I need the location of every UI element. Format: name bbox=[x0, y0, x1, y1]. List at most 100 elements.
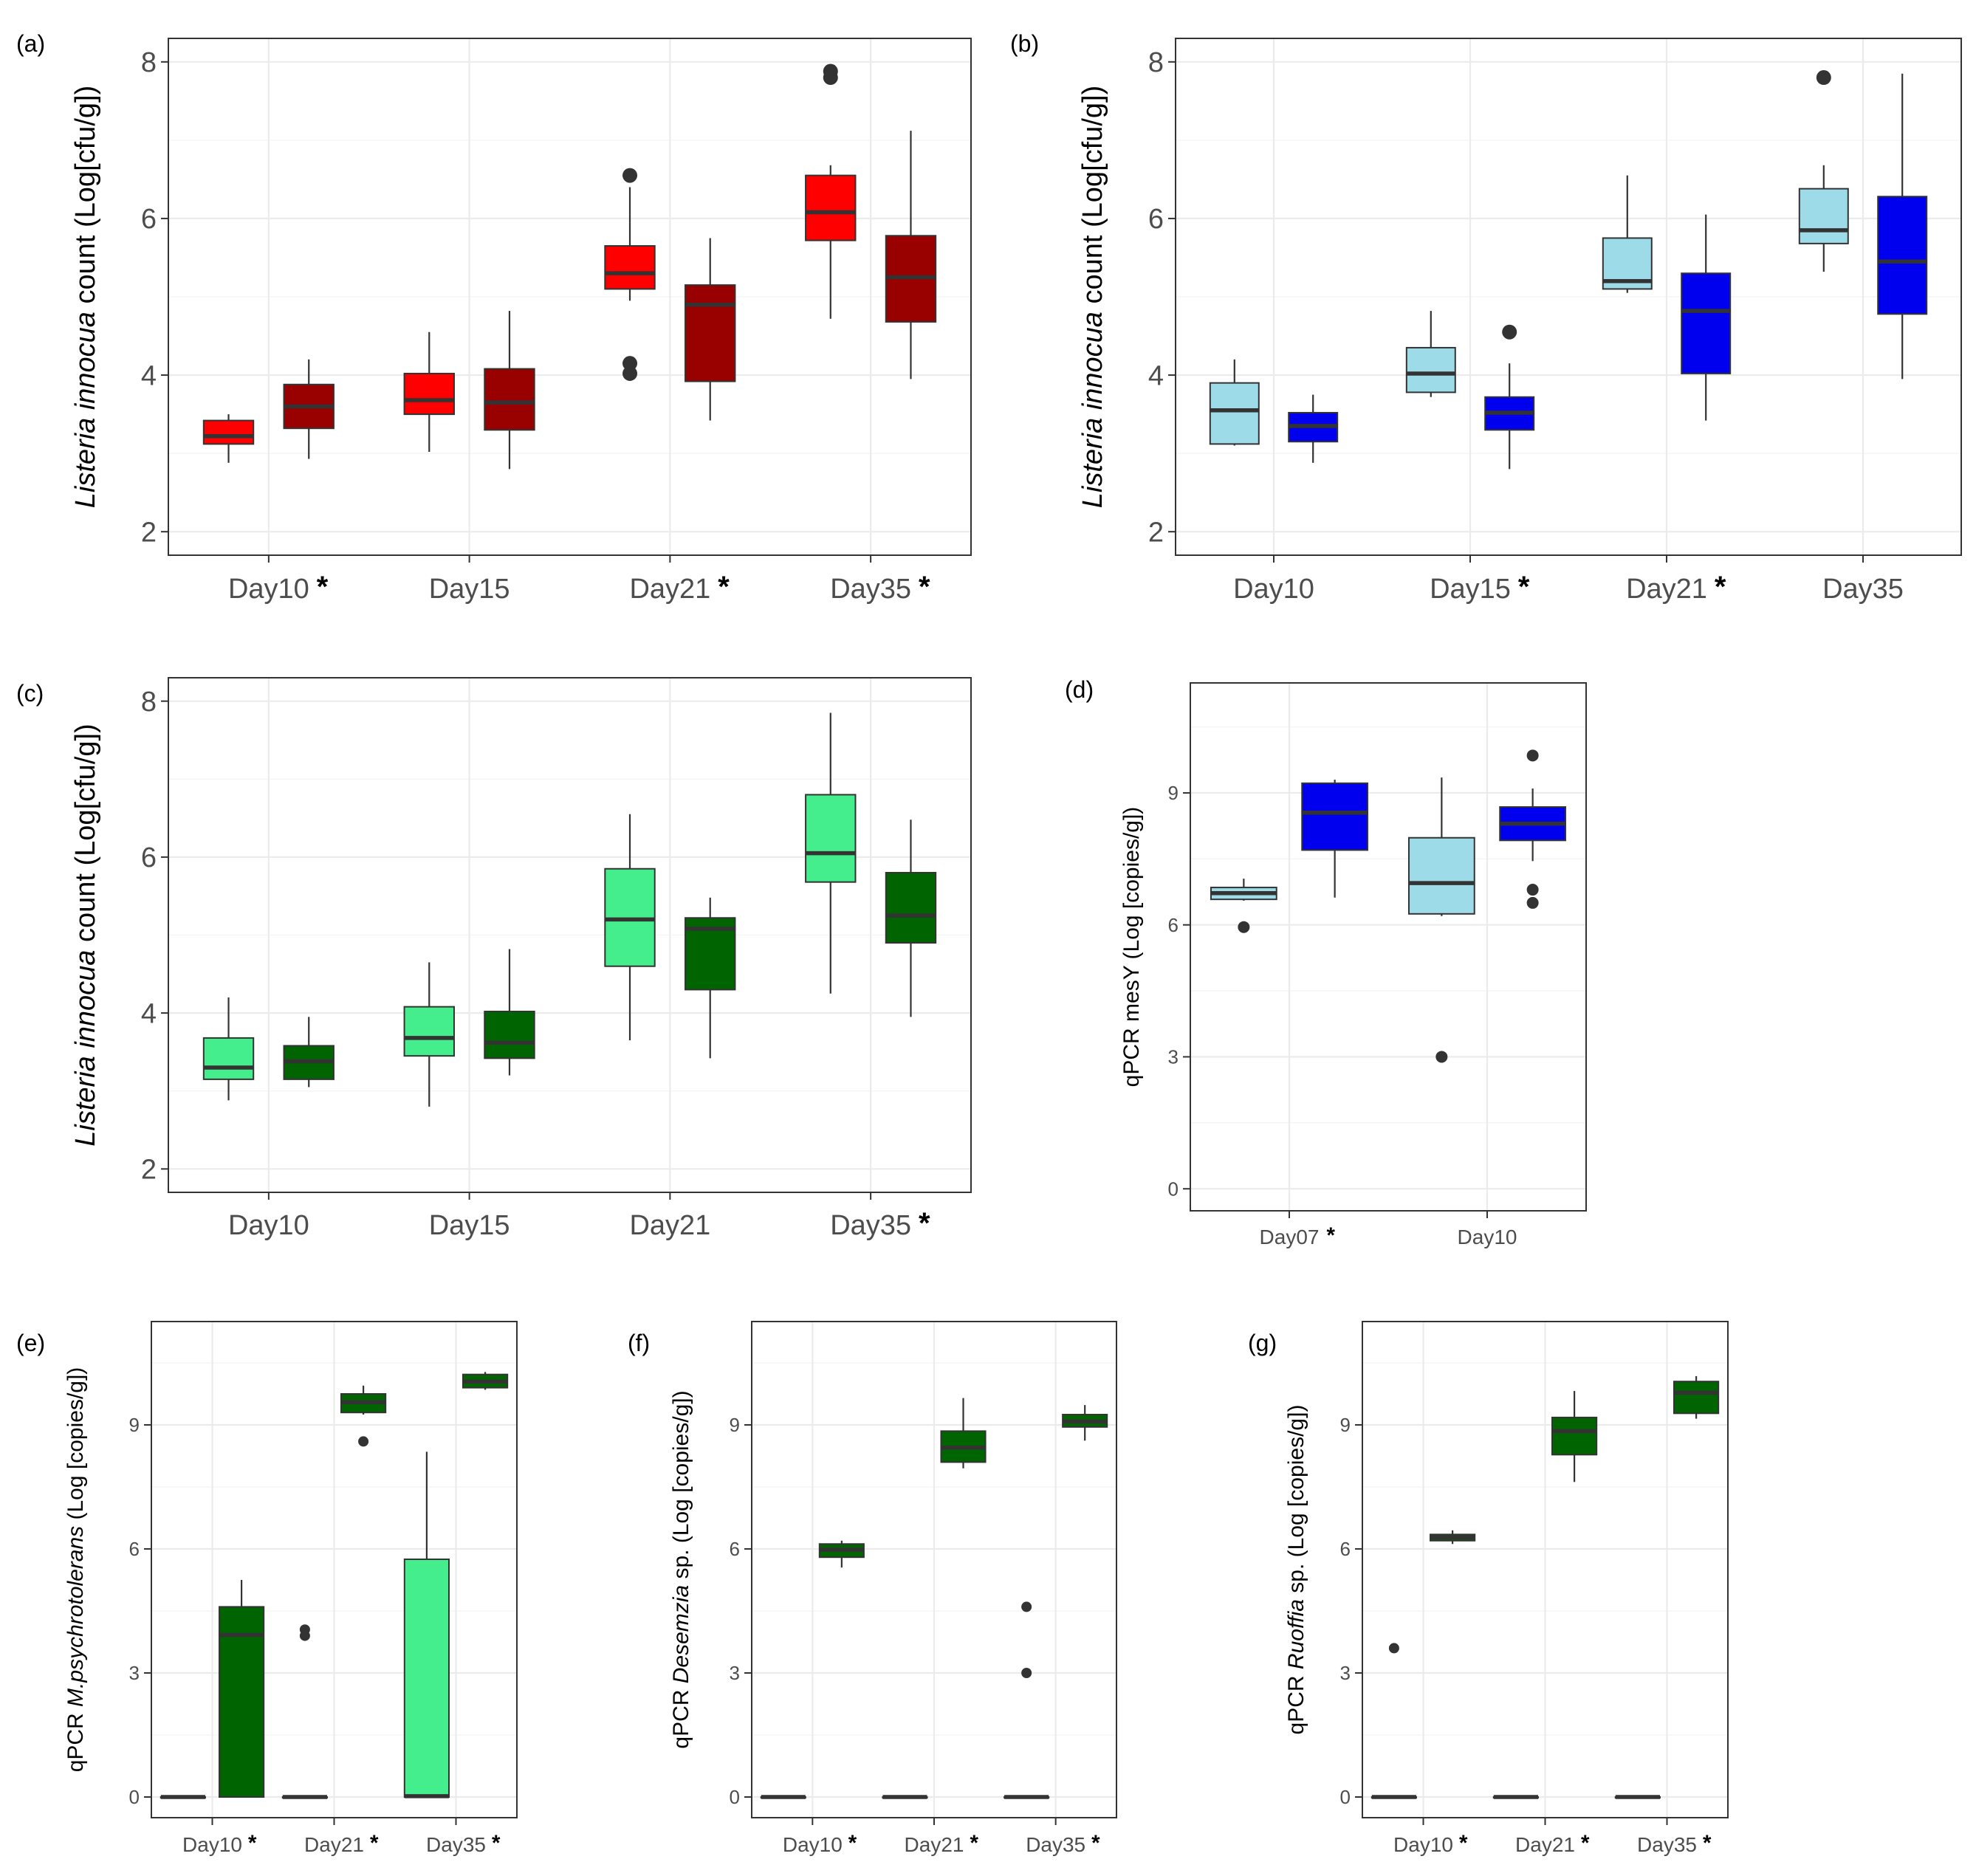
plot-area bbox=[1190, 682, 1587, 1212]
box-day10-group2 bbox=[283, 359, 335, 459]
iqr-box bbox=[403, 1006, 455, 1057]
outlier-point bbox=[1502, 324, 1517, 340]
iqr-box bbox=[604, 245, 656, 290]
iqr-box bbox=[484, 368, 535, 431]
y-tick-label: 8 bbox=[1148, 47, 1164, 78]
significance-asterisk: * bbox=[1715, 571, 1726, 603]
outlier-point bbox=[1526, 896, 1539, 909]
box-day10-group1 bbox=[1209, 359, 1260, 446]
iqr-box bbox=[1209, 382, 1260, 445]
box-day21-group2 bbox=[1681, 214, 1732, 421]
y-tick-label: 6 bbox=[1168, 914, 1179, 936]
panel-a: (a) 2 4 6 8 Day10 * Day15 Day21 * Day35 * Listeria i… bbox=[16, 30, 972, 605]
box-day21-group2 bbox=[685, 238, 736, 421]
iqr-box bbox=[805, 794, 857, 883]
significance-asterisk: * bbox=[848, 1831, 857, 1855]
y-tick-label: 6 bbox=[730, 1538, 740, 1560]
iqr-box bbox=[1673, 1381, 1720, 1415]
box-day15-group1 bbox=[403, 962, 455, 1107]
y-axis-title: qPCR Ruoffia sp. (Log [copies/g]) bbox=[1284, 1405, 1308, 1735]
y-tick-label: 3 bbox=[129, 1662, 140, 1684]
significance-asterisk: * bbox=[492, 1831, 501, 1855]
outlier-point bbox=[1526, 749, 1539, 762]
y-tick-label: 0 bbox=[730, 1786, 740, 1808]
box-day21-group1 bbox=[281, 1624, 328, 1799]
y-tick-label: 2 bbox=[141, 517, 157, 548]
significance-asterisk: * bbox=[919, 571, 930, 603]
box-day21-group1 bbox=[604, 814, 656, 1041]
y-axis-title-part: Desemzia bbox=[669, 1585, 693, 1683]
x-tick-label: Day21 bbox=[629, 574, 710, 605]
outlier-point bbox=[1238, 921, 1250, 933]
y-tick-label: 3 bbox=[1340, 1662, 1351, 1684]
box-day10-group2 bbox=[1430, 1530, 1476, 1545]
x-tick-label: Day35 bbox=[830, 1210, 911, 1241]
outlier-point bbox=[358, 1436, 369, 1447]
box-day15-group1 bbox=[403, 331, 455, 452]
x-tick-label: Day10 bbox=[783, 1833, 843, 1856]
y-axis-title-part: sp. (Log [copies/g]) bbox=[1284, 1405, 1308, 1599]
iqr-box bbox=[1681, 272, 1732, 374]
iqr-box bbox=[1877, 196, 1928, 315]
x-tick-label: Day10 bbox=[1393, 1833, 1453, 1856]
y-tick-label: 4 bbox=[141, 998, 157, 1029]
y-axis-title-part: (Log [copies/g]) bbox=[64, 1367, 88, 1526]
y-tick-label: 3 bbox=[1168, 1046, 1179, 1068]
y-axis-title-part: qPCR bbox=[64, 1707, 88, 1772]
x-tick-label: Day35 bbox=[1026, 1833, 1085, 1856]
iqr-box bbox=[403, 1559, 450, 1798]
box-day10-group1 bbox=[1407, 777, 1475, 1063]
box-day15-group1 bbox=[1405, 311, 1456, 397]
box-day21-group2 bbox=[340, 1385, 387, 1447]
significance-asterisk: * bbox=[970, 1831, 978, 1855]
iqr-box bbox=[805, 174, 857, 241]
panel-e: (e) 0 3 6 9 Day10 * Day21 * Day35 * qPCR M.psychrot… bbox=[16, 1321, 518, 1856]
iqr-box bbox=[1301, 782, 1369, 851]
panel-tag: (c) bbox=[16, 680, 44, 707]
y-axis-title-part: count (Log[cfu/g]) bbox=[1077, 86, 1108, 312]
significance-asterisk: * bbox=[1459, 1831, 1468, 1855]
y-axis-title-part: Listeria innocua bbox=[1077, 312, 1108, 508]
box-day21-group1 bbox=[1602, 175, 1653, 293]
outlier-point bbox=[622, 365, 638, 381]
box-day35-group2 bbox=[1673, 1375, 1720, 1419]
outlier-point bbox=[622, 356, 638, 371]
box-day10-group2 bbox=[1499, 749, 1567, 909]
x-tick-label: Day15 bbox=[429, 574, 510, 605]
significance-asterisk: * bbox=[1518, 571, 1530, 603]
significance-asterisk: * bbox=[1581, 1831, 1590, 1855]
x-tick-label: Day35 bbox=[426, 1833, 486, 1856]
y-tick-label: 6 bbox=[1148, 204, 1164, 235]
y-tick-label: 6 bbox=[129, 1538, 140, 1560]
outlier-point bbox=[299, 1630, 310, 1641]
box-day10-group2 bbox=[283, 1017, 335, 1088]
box-day35-group2 bbox=[1877, 73, 1928, 379]
y-tick-label: 0 bbox=[129, 1786, 140, 1808]
iqr-box bbox=[484, 1010, 535, 1059]
box-day35-group1 bbox=[403, 1451, 450, 1798]
y-tick-label: 4 bbox=[141, 360, 157, 391]
y-tick-label: 2 bbox=[1148, 517, 1164, 548]
y-axis-title: qPCR mesY (Log [copies/g]) bbox=[1119, 807, 1144, 1088]
y-axis-title: Listeria innocua count (Log[cfu/g]) bbox=[1077, 86, 1108, 508]
significance-asterisk: * bbox=[1703, 1831, 1712, 1855]
y-axis-title-part: qPCR mesY (Log [copies/g]) bbox=[1119, 807, 1144, 1088]
x-tick-label: Day10 bbox=[228, 1210, 309, 1241]
y-axis-title-part: count (Log[cfu/g]) bbox=[70, 724, 101, 949]
outlier-point bbox=[1435, 1051, 1448, 1063]
y-axis-title-part: Listeria innocua bbox=[70, 950, 101, 1147]
x-tick-label: Day10 bbox=[1458, 1226, 1517, 1248]
y-tick-label: 0 bbox=[1168, 1178, 1179, 1200]
box-day35-group2 bbox=[885, 131, 937, 379]
x-tick-label: Day10 bbox=[182, 1833, 242, 1856]
outlier-point bbox=[1021, 1668, 1032, 1678]
significance-asterisk: * bbox=[1091, 1831, 1100, 1855]
iqr-box bbox=[219, 1606, 265, 1798]
outlier-point bbox=[823, 70, 838, 86]
panel-tag: (e) bbox=[16, 1330, 45, 1356]
outlier-point bbox=[1021, 1601, 1032, 1612]
panel-c: (c) 2 4 6 8 Day10 Day15 Day21 Day35 * Listeria inn… bbox=[16, 677, 972, 1241]
